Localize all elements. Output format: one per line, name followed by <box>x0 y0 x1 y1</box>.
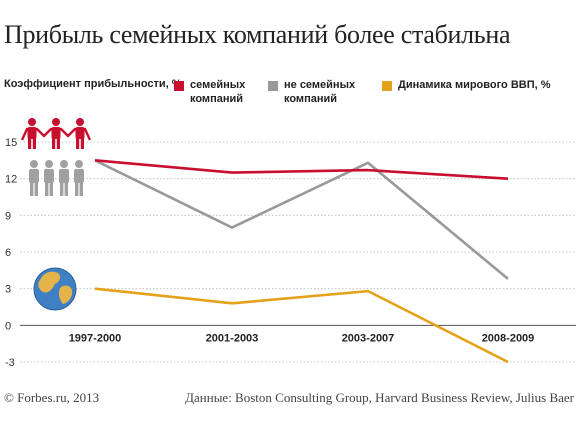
legend-item-gdp: Динамика мирового ВВП, % <box>382 78 551 92</box>
globe-icon <box>33 267 77 311</box>
y-tick-label: 12 <box>5 174 17 186</box>
non-family-people-icon <box>29 160 84 196</box>
legend-item-family: семейных компаний <box>174 78 245 106</box>
chart-title: Прибыль семейных компаний более стабильн… <box>4 20 511 49</box>
y-axis-ticks: -3 0 3 6 9 12 15 <box>5 137 17 369</box>
series-lines <box>94 159 509 364</box>
grid <box>20 141 576 363</box>
legend-swatch-non-family <box>268 81 278 91</box>
footer-source: Данные: Boston Consulting Group, Harvard… <box>185 390 574 405</box>
legend-label-gdp: Динамика мирового ВВП, % <box>398 79 551 91</box>
footer-copyright: © Forbes.ru, 2013 <box>4 390 100 405</box>
legend: Коэффициент прибыльности, % семейных ком… <box>0 78 580 114</box>
y-tick-label: 6 <box>5 247 11 259</box>
y-tick-label: 15 <box>5 137 17 149</box>
y-axis-label: Коэффициент прибыльности, % <box>4 78 182 90</box>
y-tick-label: -3 <box>5 357 15 369</box>
series-line-family <box>94 159 509 180</box>
family-people-icon <box>20 118 92 149</box>
x-tick-label: 2003-2007 <box>342 332 395 344</box>
legend-swatch-gdp <box>382 81 392 91</box>
x-tick-label: 2001-2003 <box>206 332 259 344</box>
x-tick-label: 2008-2009 <box>482 332 535 344</box>
legend-label-non-family: не семейных компаний <box>284 79 356 105</box>
y-tick-label: 0 <box>5 320 11 332</box>
series-line-gdp <box>94 287 509 364</box>
x-tick-label: 1997-2000 <box>69 332 122 344</box>
x-axis-ticks: 1997-2000 2001-2003 2003-2007 2008-2009 <box>69 332 535 344</box>
legend-label-family: семейных компаний <box>190 79 246 105</box>
legend-item-non-family: не семейных компаний <box>268 78 355 106</box>
series-line-non-family <box>94 159 509 280</box>
legend-swatch-family <box>174 81 184 91</box>
y-tick-label: 3 <box>5 284 11 296</box>
y-tick-label: 9 <box>5 210 11 222</box>
